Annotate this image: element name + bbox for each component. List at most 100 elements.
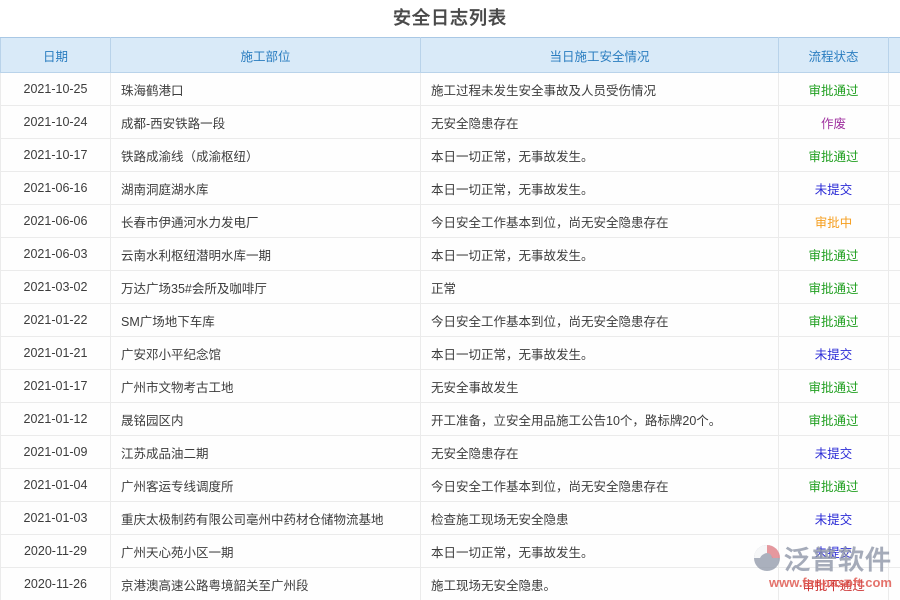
status-cell: 审批不通过 bbox=[778, 567, 889, 600]
table-row[interactable]: 2021-06-16 湖南洞庭湖水库 本日一切正常，无事故发生。 未提交 bbox=[0, 171, 900, 205]
status-link[interactable]: 未提交 bbox=[814, 182, 853, 197]
date-cell: 2021-01-09 bbox=[0, 435, 111, 469]
status-cell: 审批通过 bbox=[778, 72, 889, 106]
situation-cell: 今日安全工作基本到位，尚无安全隐患存在 bbox=[420, 303, 779, 337]
status-link[interactable]: 未提交 bbox=[814, 446, 853, 461]
situation-cell: 本日一切正常，无事故发生。 bbox=[420, 171, 779, 205]
extra-cell bbox=[888, 336, 900, 370]
status-link[interactable]: 审批中 bbox=[814, 215, 853, 230]
location-cell: 云南水利枢纽潜明水库一期 bbox=[110, 237, 421, 271]
status-link[interactable]: 审批通过 bbox=[808, 314, 859, 329]
table-row[interactable]: 2020-11-26 京港澳高速公路粤境韶关至广州段 施工现场无安全隐患。 审批不通过 bbox=[0, 567, 900, 600]
location-cell: 广州天心苑小区一期 bbox=[110, 534, 421, 568]
extra-cell bbox=[888, 204, 900, 238]
status-link[interactable]: 审批通过 bbox=[808, 149, 859, 164]
location-cell: 珠海鹤港口 bbox=[110, 72, 421, 106]
situation-cell: 无安全事故发生 bbox=[420, 369, 779, 403]
date-cell: 2021-06-16 bbox=[0, 171, 111, 205]
table-row[interactable]: 2021-10-24 成都-西安铁路一段 无安全隐患存在 作废 bbox=[0, 105, 900, 139]
column-header-4 bbox=[888, 37, 900, 73]
situation-cell: 施工现场无安全隐患。 bbox=[420, 567, 779, 600]
extra-cell bbox=[888, 171, 900, 205]
table-row[interactable]: 2021-01-03 重庆太极制药有限公司亳州中药材仓储物流基地 检查施工现场无安全… bbox=[0, 501, 900, 535]
status-link[interactable]: 审批不通过 bbox=[802, 578, 865, 593]
table-row[interactable]: 2021-06-06 长春市伊通河水力发电厂 今日安全工作基本到位，尚无安全隐患存在… bbox=[0, 204, 900, 238]
status-cell: 作废 bbox=[778, 105, 889, 139]
status-link[interactable]: 审批通过 bbox=[808, 479, 859, 494]
extra-cell bbox=[888, 237, 900, 271]
situation-cell: 开工准备，立安全用品施工公告10个，路标牌20个。 bbox=[420, 402, 779, 436]
status-cell: 审批通过 bbox=[778, 303, 889, 337]
extra-cell bbox=[888, 435, 900, 469]
location-cell: 长春市伊通河水力发电厂 bbox=[110, 204, 421, 238]
status-cell: 审批通过 bbox=[778, 369, 889, 403]
location-cell: 晟铭园区内 bbox=[110, 402, 421, 436]
situation-cell: 今日安全工作基本到位，尚无安全隐患存在 bbox=[420, 204, 779, 238]
status-cell: 未提交 bbox=[778, 501, 889, 535]
status-link[interactable]: 审批通过 bbox=[808, 248, 859, 263]
table-row[interactable]: 2021-01-09 江苏成品油二期 无安全隐患存在 未提交 bbox=[0, 435, 900, 469]
situation-cell: 本日一切正常，无事故发生。 bbox=[420, 237, 779, 271]
date-cell: 2021-01-04 bbox=[0, 468, 111, 502]
situation-cell: 施工过程未发生安全事故及人员受伤情况 bbox=[420, 72, 779, 106]
extra-cell bbox=[888, 534, 900, 568]
date-cell: 2021-10-25 bbox=[0, 72, 111, 106]
date-cell: 2021-01-12 bbox=[0, 402, 111, 436]
location-cell: 湖南洞庭湖水库 bbox=[110, 171, 421, 205]
date-cell: 2021-01-17 bbox=[0, 369, 111, 403]
status-link[interactable]: 未提交 bbox=[814, 347, 853, 362]
date-cell: 2021-06-06 bbox=[0, 204, 111, 238]
safety-log-table: 日期 施工部位 当日施工安全情况 流程状态 2021-10-25 珠海鹤港口 施工过程未发… bbox=[0, 37, 900, 600]
table-row[interactable]: 2021-01-21 广安邓小平纪念馆 本日一切正常，无事故发生。 未提交 bbox=[0, 336, 900, 370]
extra-cell bbox=[888, 369, 900, 403]
extra-cell bbox=[888, 501, 900, 535]
extra-cell bbox=[888, 72, 900, 106]
table-row[interactable]: 2021-03-02 万达广场35#会所及咖啡厅 正常 审批通过 bbox=[0, 270, 900, 304]
column-header-1: 施工部位 bbox=[110, 37, 421, 73]
status-cell: 未提交 bbox=[778, 336, 889, 370]
table-row[interactable]: 2021-10-25 珠海鹤港口 施工过程未发生安全事故及人员受伤情况 审批通过 bbox=[0, 72, 900, 106]
date-cell: 2021-01-22 bbox=[0, 303, 111, 337]
status-cell: 未提交 bbox=[778, 435, 889, 469]
date-cell: 2020-11-26 bbox=[0, 567, 111, 600]
status-cell: 审批通过 bbox=[778, 402, 889, 436]
status-link[interactable]: 未提交 bbox=[814, 545, 853, 560]
table-row[interactable]: 2021-01-17 广州市文物考古工地 无安全事故发生 审批通过 bbox=[0, 369, 900, 403]
situation-cell: 本日一切正常，无事故发生。 bbox=[420, 534, 779, 568]
status-cell: 审批通过 bbox=[778, 270, 889, 304]
date-cell: 2021-10-24 bbox=[0, 105, 111, 139]
status-link[interactable]: 审批通过 bbox=[808, 413, 859, 428]
status-link[interactable]: 审批通过 bbox=[808, 83, 859, 98]
date-cell: 2021-06-03 bbox=[0, 237, 111, 271]
extra-cell bbox=[888, 567, 900, 600]
status-cell: 未提交 bbox=[778, 534, 889, 568]
table-row[interactable]: 2020-11-29 广州天心苑小区一期 本日一切正常，无事故发生。 未提交 bbox=[0, 534, 900, 568]
location-cell: 广州客运专线调度所 bbox=[110, 468, 421, 502]
extra-cell bbox=[888, 138, 900, 172]
table-row[interactable]: 2021-01-22 SM广场地下车库 今日安全工作基本到位，尚无安全隐患存在 审批通… bbox=[0, 303, 900, 337]
table-header-row: 日期 施工部位 当日施工安全情况 流程状态 bbox=[0, 37, 900, 73]
status-link[interactable]: 作废 bbox=[820, 116, 846, 131]
situation-cell: 今日安全工作基本到位，尚无安全隐患存在 bbox=[420, 468, 779, 502]
column-header-0: 日期 bbox=[0, 37, 111, 73]
status-cell: 审批中 bbox=[778, 204, 889, 238]
status-link[interactable]: 审批通过 bbox=[808, 281, 859, 296]
situation-cell: 无安全隐患存在 bbox=[420, 105, 779, 139]
table-row[interactable]: 2021-01-12 晟铭园区内 开工准备，立安全用品施工公告10个，路标牌20个。… bbox=[0, 402, 900, 436]
table-row[interactable]: 2021-01-04 广州客运专线调度所 今日安全工作基本到位，尚无安全隐患存在 审批… bbox=[0, 468, 900, 502]
table-row[interactable]: 2021-06-03 云南水利枢纽潜明水库一期 本日一切正常，无事故发生。 审批通过 bbox=[0, 237, 900, 271]
location-cell: 广州市文物考古工地 bbox=[110, 369, 421, 403]
situation-cell: 本日一切正常，无事故发生。 bbox=[420, 336, 779, 370]
table-row[interactable]: 2021-10-17 铁路成渝线（成渝枢纽） 本日一切正常，无事故发生。 审批通过 bbox=[0, 138, 900, 172]
column-header-2: 当日施工安全情况 bbox=[420, 37, 779, 73]
status-cell: 未提交 bbox=[778, 171, 889, 205]
status-cell: 审批通过 bbox=[778, 468, 889, 502]
column-header-3: 流程状态 bbox=[778, 37, 889, 73]
extra-cell bbox=[888, 303, 900, 337]
location-cell: SM广场地下车库 bbox=[110, 303, 421, 337]
location-cell: 京港澳高速公路粤境韶关至广州段 bbox=[110, 567, 421, 600]
status-link[interactable]: 未提交 bbox=[814, 512, 853, 527]
status-link[interactable]: 审批通过 bbox=[808, 380, 859, 395]
location-cell: 广安邓小平纪念馆 bbox=[110, 336, 421, 370]
